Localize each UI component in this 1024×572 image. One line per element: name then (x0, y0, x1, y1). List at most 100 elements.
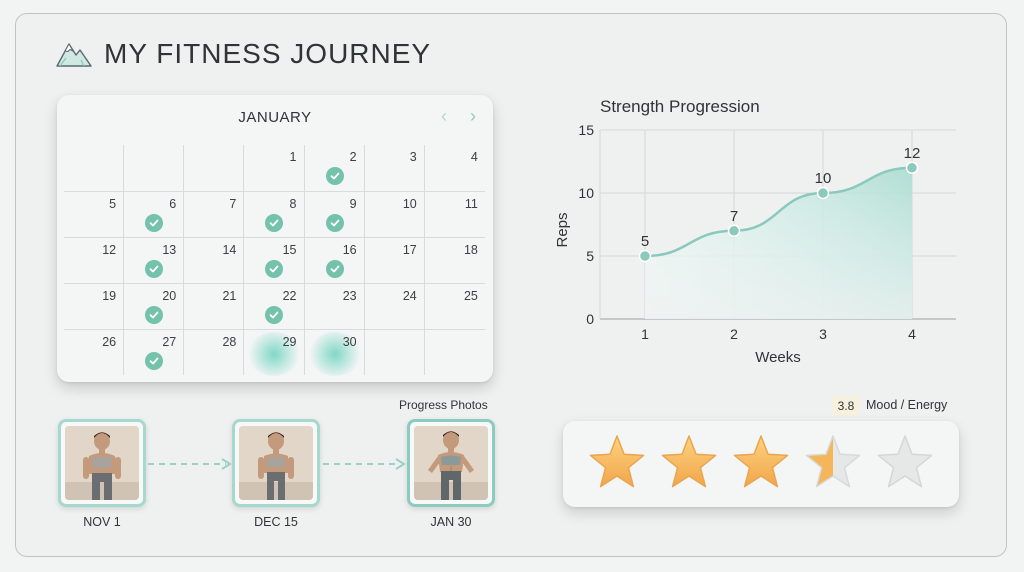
y-tick-label: 5 (586, 248, 594, 264)
calendar-day-number: 15 (282, 243, 297, 257)
progress-photo-1[interactable] (58, 419, 146, 507)
photo-date: DEC 15 (254, 515, 298, 529)
calendar-day-number: 17 (402, 243, 417, 257)
photo-arrows (148, 458, 406, 470)
calendar-day-4[interactable]: 4 (425, 145, 485, 191)
calendar-day-number: 10 (402, 197, 417, 211)
progress-photo-3[interactable] (407, 419, 495, 507)
star-icon[interactable] (805, 435, 861, 488)
chart-point[interactable] (816, 186, 830, 200)
star-icon[interactable] (661, 435, 717, 488)
data-label: 12 (904, 145, 921, 162)
calendar-day-number: 3 (409, 150, 417, 164)
calendar-day-number: 19 (102, 289, 117, 303)
calendar-month: JANUARY (238, 109, 312, 126)
calendar-day-number: 20 (162, 289, 177, 303)
data-label: 10 (815, 170, 832, 187)
calendar-day-9[interactable]: 9 (304, 191, 365, 237)
arrow-head-icon (221, 458, 232, 470)
calendar-empty-cell (124, 145, 185, 191)
calendar-day-3[interactable]: 3 (365, 145, 425, 191)
x-tick-label: 4 (908, 326, 916, 342)
calendar-day-6[interactable]: 6 (124, 191, 185, 237)
calendar-day-number: 14 (222, 243, 237, 257)
calendar-day-number: 24 (402, 289, 417, 303)
calendar-day-5[interactable]: 5 (64, 191, 125, 237)
checkmark-icon (265, 214, 284, 232)
checkmark-icon (145, 260, 164, 278)
calendar-day-number: 8 (289, 197, 297, 211)
calendar-day-number: 21 (222, 289, 237, 303)
checkmark-icon (325, 214, 344, 232)
calendar-day-16[interactable]: 16 (304, 237, 365, 283)
calendar-day-15[interactable]: 15 (244, 237, 305, 283)
calendar-day-28[interactable]: 28 (184, 329, 245, 375)
calendar-day-number: 23 (342, 289, 357, 303)
calendar-day-number: 2 (349, 150, 357, 164)
chart-point[interactable] (905, 161, 919, 175)
mountain-icon (56, 40, 92, 68)
calendar-day-11[interactable]: 11 (424, 191, 485, 237)
calendar-day-1[interactable]: 1 (244, 145, 305, 191)
chart-line (644, 166, 913, 258)
calendar-day-26[interactable]: 26 (64, 329, 125, 375)
calendar-day-27[interactable]: 27 (124, 329, 185, 375)
progress-photo-image (239, 426, 313, 500)
calendar-day-21[interactable]: 21 (184, 283, 245, 329)
chart-point[interactable] (638, 249, 652, 263)
checkmark-icon (265, 260, 284, 278)
photo-date: NOV 1 (83, 515, 121, 529)
chart-point[interactable] (727, 224, 741, 238)
calendar-day-14[interactable]: 14 (184, 237, 245, 283)
checkmark-icon (265, 306, 284, 324)
y-axis-label: Reps (554, 212, 571, 247)
calendar-day-number: 25 (463, 289, 478, 303)
calendar-day-number: 13 (162, 243, 177, 257)
calendar-empty-cell (184, 145, 245, 191)
calendar-day-29[interactable]: 29 (244, 329, 305, 376)
calendar-day-17[interactable]: 17 (364, 237, 425, 283)
checkmark-icon (145, 214, 164, 232)
star-icon[interactable] (589, 435, 645, 488)
y-tick-label: 10 (578, 185, 594, 201)
star-icon[interactable] (733, 435, 789, 488)
calendar-day-number: 12 (102, 243, 117, 257)
data-label: 5 (641, 233, 649, 250)
calendar-day-30[interactable]: 30 (304, 329, 365, 376)
calendar-day-number: 26 (102, 335, 117, 349)
calendar-day-2[interactable]: 2 (305, 145, 365, 191)
checkmark-icon (145, 306, 164, 324)
calendar-day-19[interactable]: 19 (64, 283, 125, 329)
calendar-day-number: 9 (349, 197, 357, 211)
calendar-day-number: 16 (342, 243, 357, 257)
calendar-day-12[interactable]: 12 (64, 237, 125, 283)
chevron-right-icon[interactable]: › (470, 106, 476, 126)
calendar-day-25[interactable]: 25 (424, 283, 485, 329)
progress-photo-2[interactable] (232, 419, 320, 507)
calendar-day-7[interactable]: 7 (184, 191, 245, 237)
progress-photo-image (414, 426, 488, 500)
calendar-day-number: 6 (169, 197, 177, 211)
progress-photos-label: Progress Photos (399, 398, 488, 412)
calendar-day-23[interactable]: 23 (304, 283, 365, 329)
calendar-day-13[interactable]: 13 (124, 237, 185, 283)
calendar-empty-cell (64, 145, 125, 191)
mood-rating-panel (563, 421, 959, 507)
chevron-left-icon[interactable]: ‹ (441, 106, 447, 126)
calendar-day-20[interactable]: 20 (124, 283, 185, 329)
calendar-day-10[interactable]: 10 (364, 191, 425, 237)
upcoming-day-highlight (248, 332, 301, 376)
calendar-day-24[interactable]: 24 (364, 283, 425, 329)
calendar-day-number: 22 (282, 289, 297, 303)
calendar-day-8[interactable]: 8 (244, 191, 305, 237)
data-label: 7 (730, 208, 738, 225)
calendar-day-22[interactable]: 22 (244, 283, 305, 329)
calendar-empty-cell (424, 329, 485, 375)
page-title: MY FITNESS JOURNEY (104, 38, 432, 69)
star-icon[interactable] (877, 435, 933, 488)
mood-value-badge: 3.8 (832, 396, 860, 416)
checkmark-icon (325, 167, 344, 185)
calendar-day-number: 28 (222, 335, 237, 349)
calendar-day-number: 30 (342, 335, 357, 349)
calendar-day-18[interactable]: 18 (424, 237, 485, 283)
